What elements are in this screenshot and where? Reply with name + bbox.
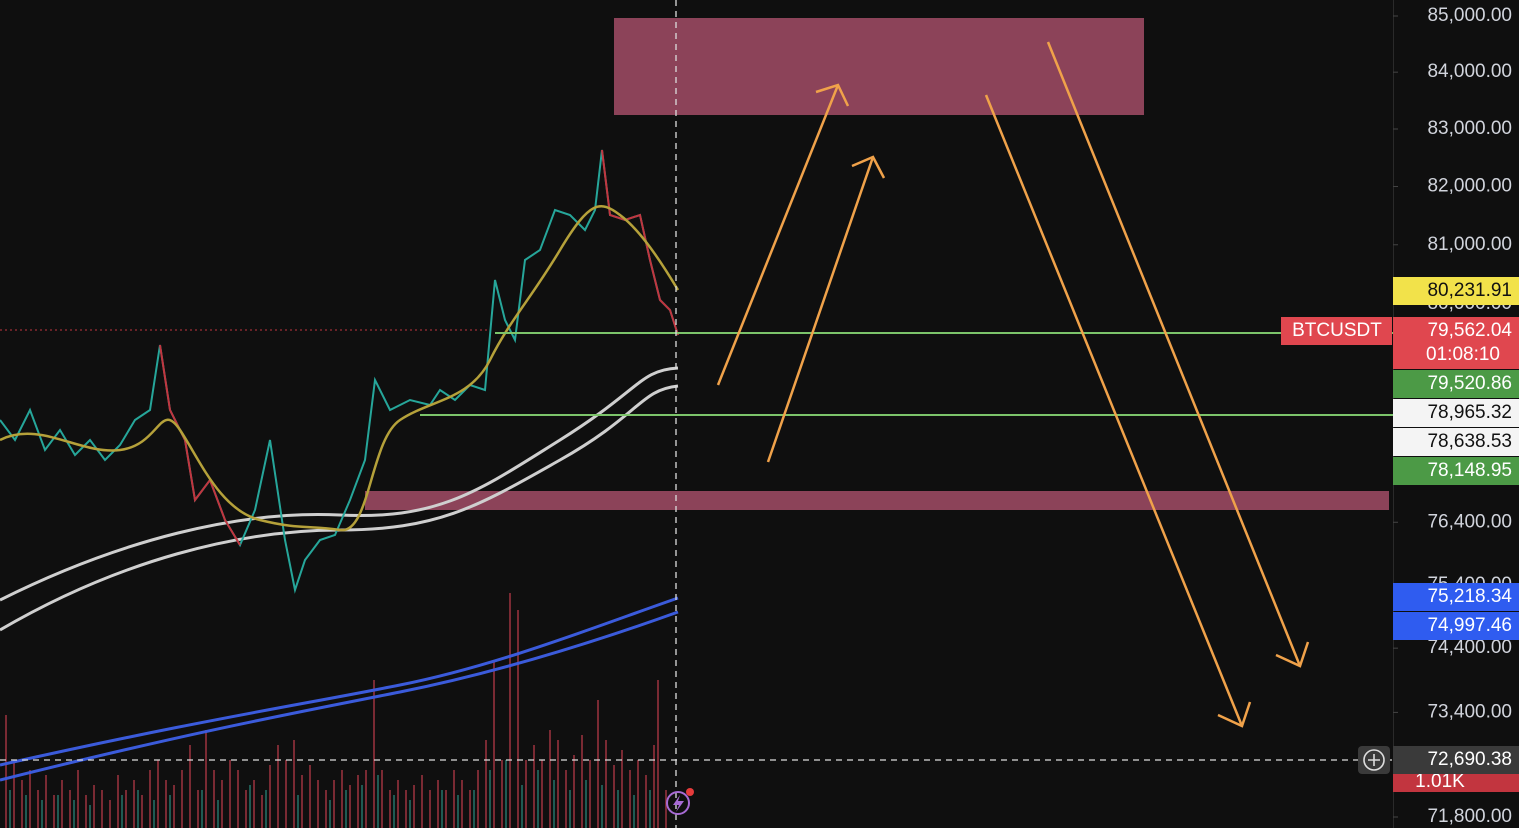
volume-bars	[5, 593, 667, 828]
symbol-tag: BTCUSDT	[1292, 320, 1382, 341]
tag-bg	[1393, 277, 1519, 305]
price-tick-label: 74,400.00	[1427, 637, 1512, 658]
tag-bg	[1393, 428, 1519, 456]
ma-blue-2	[0, 610, 679, 782]
price-tag: 75,218.34	[1427, 586, 1512, 607]
tag-bg	[1393, 317, 1519, 369]
arrows	[716, 41, 1310, 728]
price-path-down	[159, 344, 241, 546]
tag-bg	[1393, 583, 1519, 611]
price-tick-label: 71,800.00	[1427, 806, 1512, 827]
ma-white-1	[0, 366, 679, 602]
crosshair-price: 72,690.38	[1427, 749, 1512, 770]
price-tag: 78,965.32	[1427, 402, 1512, 423]
price-tick-label: 84,000.00	[1427, 61, 1512, 82]
volume-bars-up	[9, 760, 651, 828]
price-tick-label: 76,400.00	[1427, 511, 1512, 532]
price-tick-label: 83,000.00	[1427, 118, 1512, 139]
price-ticks: 85,000.00 84,000.00 83,000.00 82,000.00 81,0…	[1393, 5, 1512, 827]
volume-tag-bg	[1393, 770, 1519, 792]
price-tick-label: 73,400.00	[1427, 701, 1512, 722]
price-path-down-2	[601, 149, 679, 336]
price-tick-label: 82,000.00	[1427, 176, 1512, 197]
price-tag: 74,997.46	[1427, 615, 1512, 636]
last-price-tag: 79,562.04	[1427, 320, 1512, 341]
symbol-tag-bg	[1281, 317, 1392, 345]
price-tags: 80,231.91 BTCUSDT 79,562.04 01:08:10 79,…	[1281, 277, 1519, 792]
ma-blue-1	[0, 596, 679, 767]
tag-bg	[1393, 457, 1519, 485]
tag-bg	[1393, 370, 1519, 398]
countdown: 01:08:10	[1426, 344, 1500, 365]
tag-bg	[1393, 612, 1519, 640]
price-tag: 78,638.53	[1427, 431, 1512, 452]
price-tick-label: 85,000.00	[1427, 5, 1512, 26]
tag-bg	[1393, 399, 1519, 427]
support-zone	[365, 491, 1389, 510]
add-alert-button[interactable]	[1358, 746, 1390, 774]
price-path	[0, 149, 679, 594]
price-tag: 79,520.86	[1427, 373, 1512, 394]
resistance-zone	[614, 18, 1144, 115]
price-tag: 80,231.91	[1427, 280, 1512, 301]
volume-tag: 1.01K	[1415, 771, 1465, 792]
crosshair-tag-bg	[1393, 746, 1519, 774]
price-tick-label: 81,000.00	[1427, 234, 1512, 255]
ma-yellow	[0, 205, 680, 532]
lightning-icon	[666, 788, 694, 815]
ma-white-2	[0, 384, 679, 632]
price-tag: 78,148.95	[1427, 460, 1512, 481]
